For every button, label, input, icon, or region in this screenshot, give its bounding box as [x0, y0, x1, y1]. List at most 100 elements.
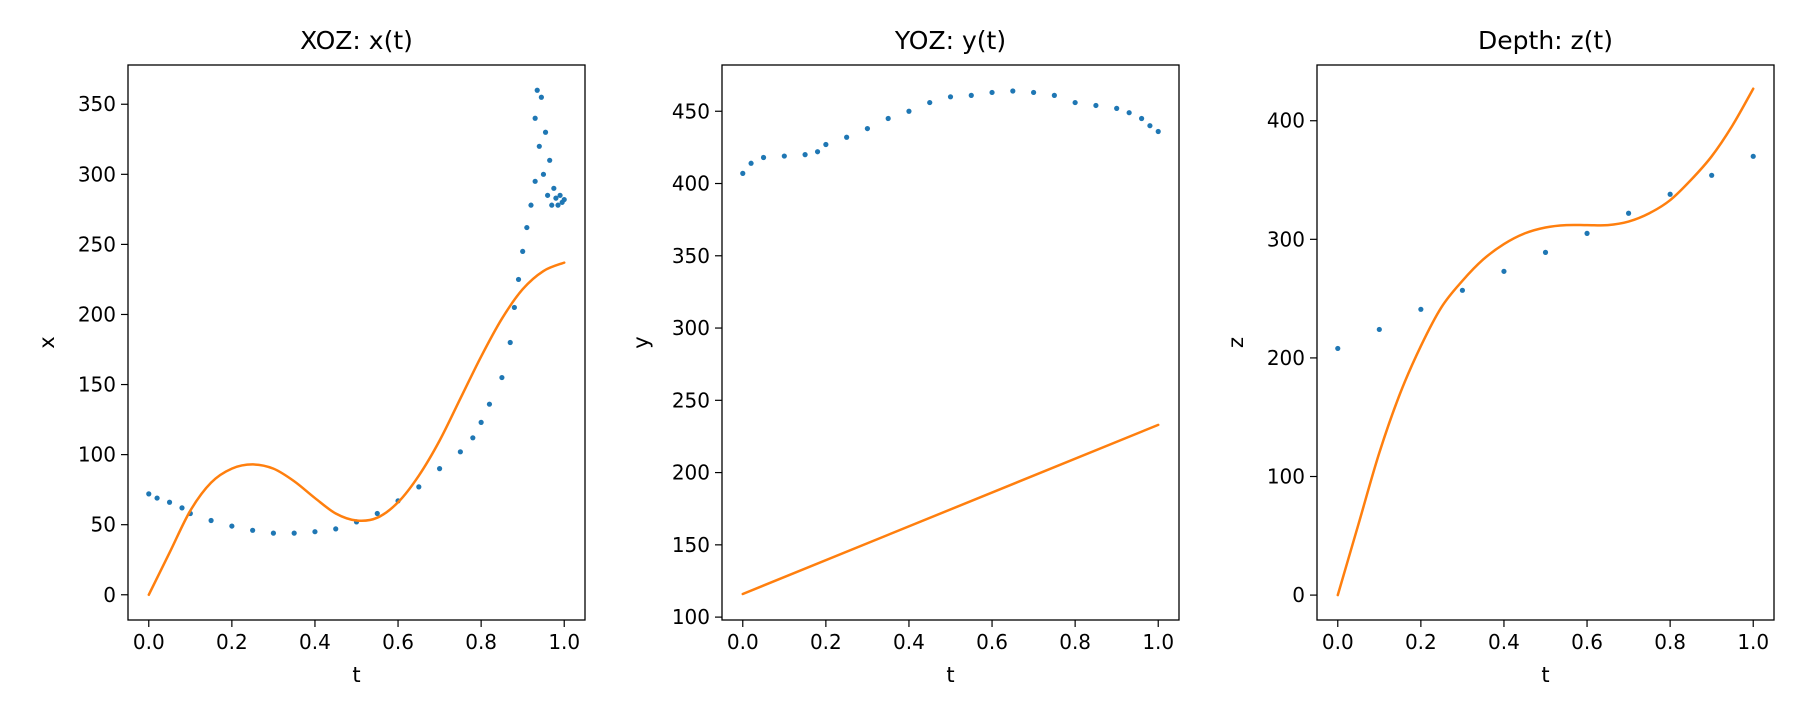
data-point — [528, 202, 534, 208]
x-tick-label: 0.8 — [1059, 630, 1091, 654]
y-tick-label: 100 — [78, 443, 116, 467]
data-point — [1072, 99, 1078, 106]
data-point — [1139, 115, 1145, 122]
data-point — [823, 141, 829, 148]
y-tick-label: 200 — [672, 461, 710, 485]
data-point — [478, 419, 484, 425]
data-point — [270, 530, 277, 536]
data-point — [507, 339, 513, 346]
y-tick-label: 200 — [1267, 346, 1305, 370]
data-point — [291, 530, 297, 536]
x-tick-label: 0.6 — [1571, 630, 1603, 654]
y-axis-label: y — [629, 336, 653, 348]
data-point — [146, 491, 152, 497]
data-point — [536, 143, 542, 149]
data-point — [470, 435, 476, 441]
data-point — [814, 149, 821, 155]
data-point — [1501, 268, 1507, 274]
y-tick-label: 100 — [672, 605, 710, 629]
data-point — [947, 94, 954, 100]
chart-title: XOZ: x(t) — [300, 26, 413, 55]
axes-frame — [127, 64, 586, 621]
y-tick-label: 50 — [91, 513, 116, 537]
plot-area — [146, 87, 567, 597]
chart-title: YOZ: y(t) — [894, 26, 1006, 55]
x-tick-label: 1.0 — [548, 630, 580, 654]
data-point — [520, 248, 526, 255]
y-tick-label: 400 — [672, 172, 710, 196]
x-tick-label: 0.8 — [465, 630, 497, 654]
data-points — [740, 88, 1161, 176]
data-point — [1010, 88, 1016, 94]
data-point — [166, 499, 173, 505]
y-tick-label: 350 — [672, 244, 710, 268]
data-point — [551, 185, 557, 191]
axes-frame — [1316, 64, 1775, 621]
data-point — [1584, 230, 1590, 236]
data-point — [179, 505, 185, 511]
data-point — [1667, 191, 1673, 197]
data-point — [1335, 345, 1341, 352]
data-point — [374, 510, 380, 517]
fit-line — [1336, 87, 1755, 597]
data-point — [436, 466, 443, 472]
x-tick-label: 0.0 — [727, 630, 759, 654]
data-point — [1418, 306, 1424, 312]
data-point — [1147, 123, 1153, 129]
subplot-2: 0.0 0.2 0.4 0.6 0.8 1.0 100 150 200 250 300 350 400 4… — [629, 26, 1180, 687]
y-tick-label: 300 — [1267, 227, 1305, 251]
data-point — [748, 160, 754, 166]
data-point — [1155, 128, 1161, 135]
data-point — [740, 170, 746, 176]
y-axis-label: x — [35, 336, 59, 348]
x-tick-label: 0.0 — [133, 630, 165, 654]
data-point — [1709, 172, 1715, 178]
data-point — [1459, 287, 1466, 293]
y-tick-label: 250 — [672, 388, 710, 412]
x-tick-label: 0.6 — [382, 630, 414, 654]
data-point — [534, 87, 540, 93]
data-point — [906, 108, 912, 114]
data-point — [532, 115, 538, 121]
data-point — [864, 125, 871, 132]
y-tick-label: 0 — [103, 583, 116, 607]
data-point — [553, 195, 559, 201]
data-point — [927, 99, 933, 106]
data-point — [250, 527, 256, 533]
subplot-1: 0.0 0.2 0.4 0.6 0.8 1.0 0 50 100 150 200 250 300 350 X… — [35, 26, 586, 687]
x-tick-label: 1.0 — [1737, 630, 1769, 654]
y-tick-label: 200 — [78, 302, 116, 326]
data-point — [499, 374, 505, 381]
data-point — [416, 484, 422, 490]
data-point — [547, 157, 553, 163]
data-point — [802, 152, 808, 158]
data-point — [781, 153, 787, 159]
data-point — [486, 401, 493, 407]
y-tick-label: 100 — [1267, 465, 1305, 489]
data-point — [1376, 326, 1382, 333]
x-tick-label: 0.4 — [1488, 630, 1520, 654]
y-tick-label: 150 — [672, 533, 710, 557]
x-tick-label: 0.2 — [1405, 630, 1437, 654]
x-tick-label: 0.6 — [976, 630, 1008, 654]
data-point — [542, 129, 549, 135]
data-point — [1750, 153, 1756, 159]
y-tick-label: 450 — [672, 99, 710, 123]
data-point — [333, 526, 339, 532]
subplot-3: 0.0 0.2 0.4 0.6 0.8 1.0 0 100 200 300 400 Depth: z(… — [1224, 26, 1775, 687]
data-point — [1625, 210, 1632, 216]
data-point — [457, 449, 463, 455]
data-point — [524, 224, 530, 231]
data-point — [312, 529, 318, 535]
data-point — [968, 92, 974, 98]
fit-line — [147, 261, 566, 597]
data-point — [844, 134, 850, 140]
y-axis-label: z — [1224, 337, 1248, 348]
data-point — [1126, 110, 1132, 116]
y-tick-label: 150 — [78, 373, 116, 397]
data-point — [760, 154, 767, 161]
data-point — [532, 178, 538, 184]
x-axis-label: t — [1541, 663, 1549, 687]
plot-area — [740, 88, 1161, 596]
